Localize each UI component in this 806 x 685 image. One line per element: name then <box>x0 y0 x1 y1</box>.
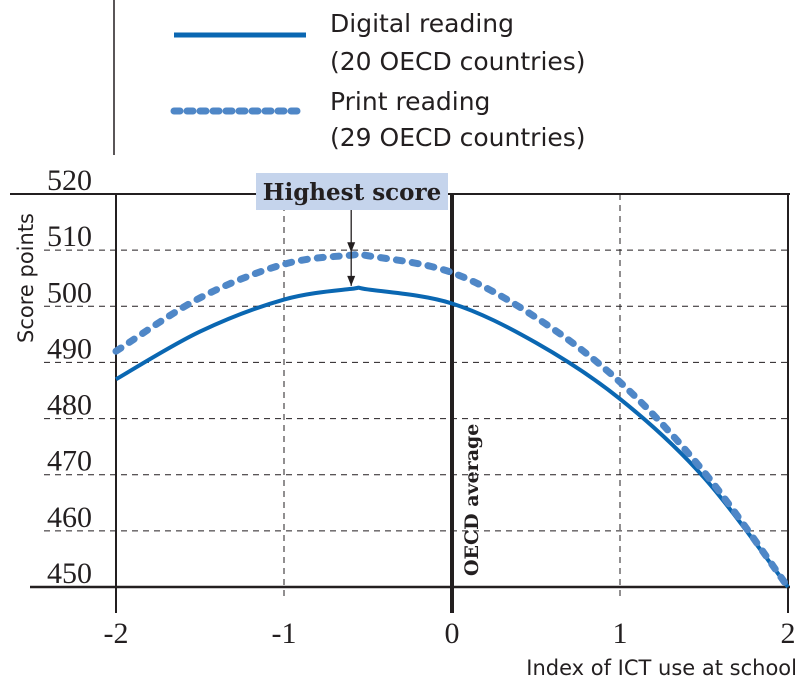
print-reading-line <box>112 250 792 591</box>
grid <box>44 194 788 599</box>
y-tick-label: 510 <box>47 220 92 253</box>
x-tick-label: 1 <box>613 617 628 650</box>
y-tick-label: 500 <box>47 276 92 309</box>
y-tick-label: 450 <box>47 557 92 590</box>
legend-label-digital: Digital reading <box>330 9 514 38</box>
x-tick-label: -1 <box>272 617 297 650</box>
axes <box>10 193 790 613</box>
x-tick-label: 2 <box>781 617 796 650</box>
arrow-head-print <box>347 242 356 253</box>
highest-score-annotation: Highest score <box>256 173 448 286</box>
legend-label-digital-sub: (20 OECD countries) <box>330 47 586 76</box>
legend-label-print-sub: (29 OECD countries) <box>330 123 586 152</box>
x-axis-title: Index of ICT use at school <box>526 656 797 680</box>
y-tick-label: 470 <box>47 445 92 478</box>
x-tick-label: -2 <box>104 617 129 650</box>
y-tick-label: 460 <box>47 501 92 534</box>
digital-reading-line <box>115 285 790 589</box>
highest-score-arrows <box>347 210 356 286</box>
oecd-average-label: OECD average <box>461 424 483 576</box>
y-tick-label: 480 <box>47 389 92 422</box>
y-tick-label: 490 <box>47 332 92 365</box>
y-tick-label: 520 <box>47 164 92 197</box>
legend: Digital reading (20 OECD countries) Prin… <box>113 0 586 155</box>
x-tick-labels: -2 -1 0 1 2 <box>104 617 796 650</box>
x-tick-label: 0 <box>445 617 460 650</box>
y-tick-labels: 450 460 470 480 490 500 510 520 <box>47 164 92 590</box>
y-axis-title: Score points <box>14 213 38 343</box>
highest-score-box <box>256 173 448 210</box>
series-lines <box>112 250 792 591</box>
highest-score-label: Highest score <box>263 179 442 206</box>
legend-label-print: Print reading <box>330 87 490 116</box>
arrow-head-digital <box>347 275 356 286</box>
